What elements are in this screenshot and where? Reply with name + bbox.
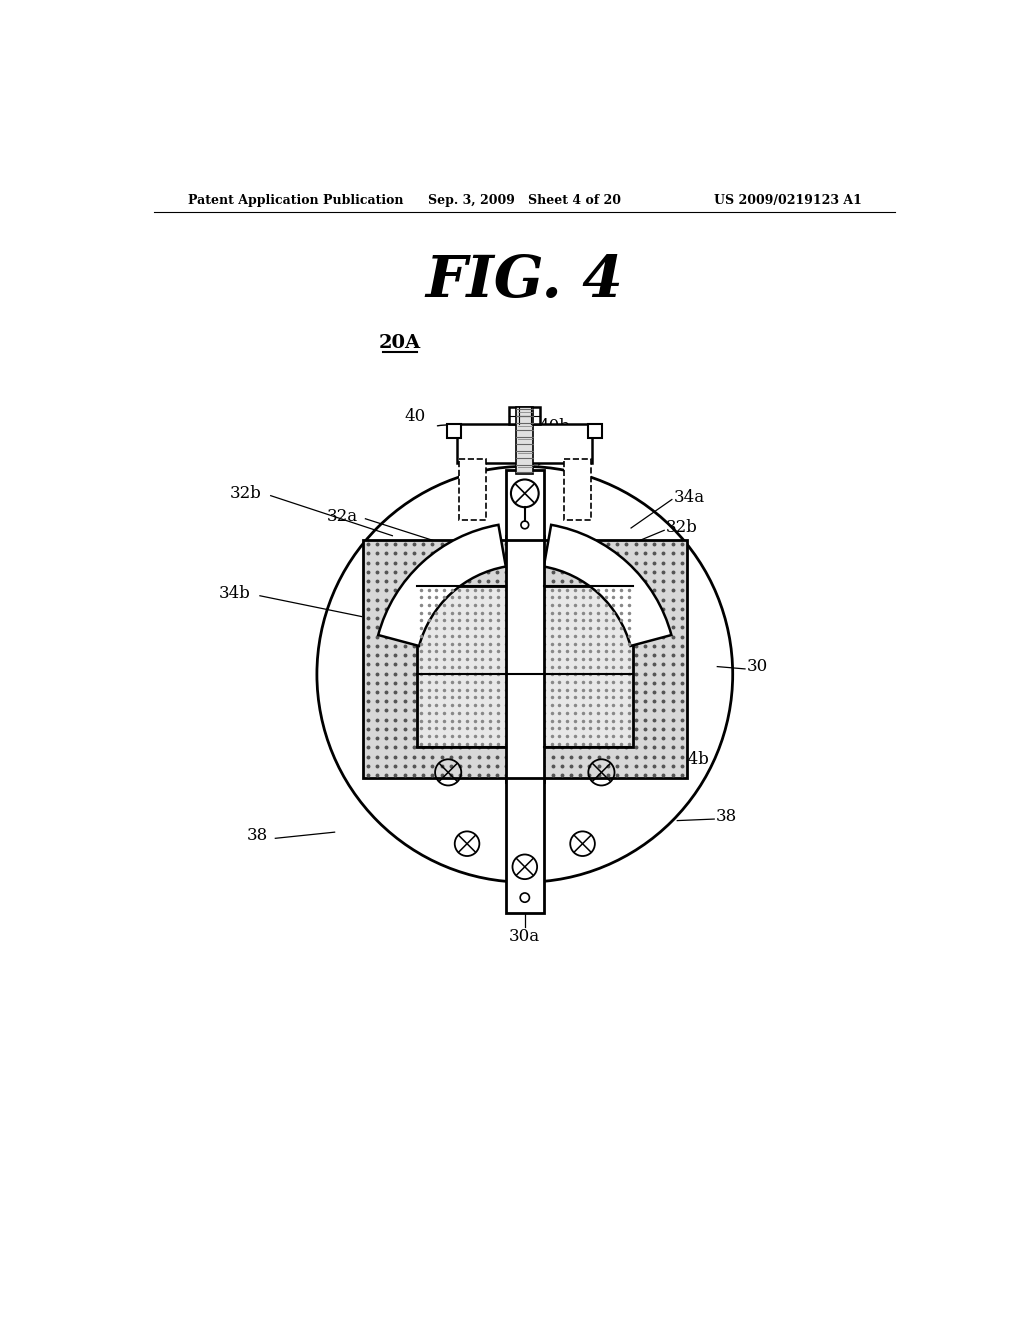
Text: 34b: 34b [677,751,710,767]
Text: FIG. 4: FIG. 4 [426,253,624,310]
Bar [459,459,486,520]
Text: 40b: 40b [539,418,570,434]
Bar [563,459,591,520]
Bar [516,407,534,474]
Text: 32b: 32b [230,484,262,502]
Text: 40: 40 [404,408,426,425]
Text: 30: 30 [746,659,768,675]
Text: Patent Application Publication: Patent Application Publication [188,194,403,207]
Text: Sep. 3, 2009   Sheet 4 of 20: Sep. 3, 2009 Sheet 4 of 20 [428,194,622,207]
Text: 32a: 32a [327,508,357,525]
Text: 38: 38 [247,828,268,845]
Bar [506,779,544,913]
Bar [417,586,633,747]
Text: 38: 38 [716,808,737,825]
Bar [589,424,602,438]
Bar [458,424,592,462]
Bar [364,540,686,779]
Bar [506,536,544,781]
Text: 30a: 30a [509,928,541,945]
Bar [447,424,461,438]
Wedge shape [378,525,506,645]
Text: 34a: 34a [674,488,705,506]
Bar [506,470,544,540]
Text: 20A: 20A [379,334,421,352]
Text: 34b: 34b [218,585,251,602]
Text: 40a: 40a [558,438,589,455]
Text: 32b: 32b [666,520,697,536]
Wedge shape [544,525,672,645]
Bar [509,407,541,424]
Text: US 2009/0219123 A1: US 2009/0219123 A1 [714,194,862,207]
